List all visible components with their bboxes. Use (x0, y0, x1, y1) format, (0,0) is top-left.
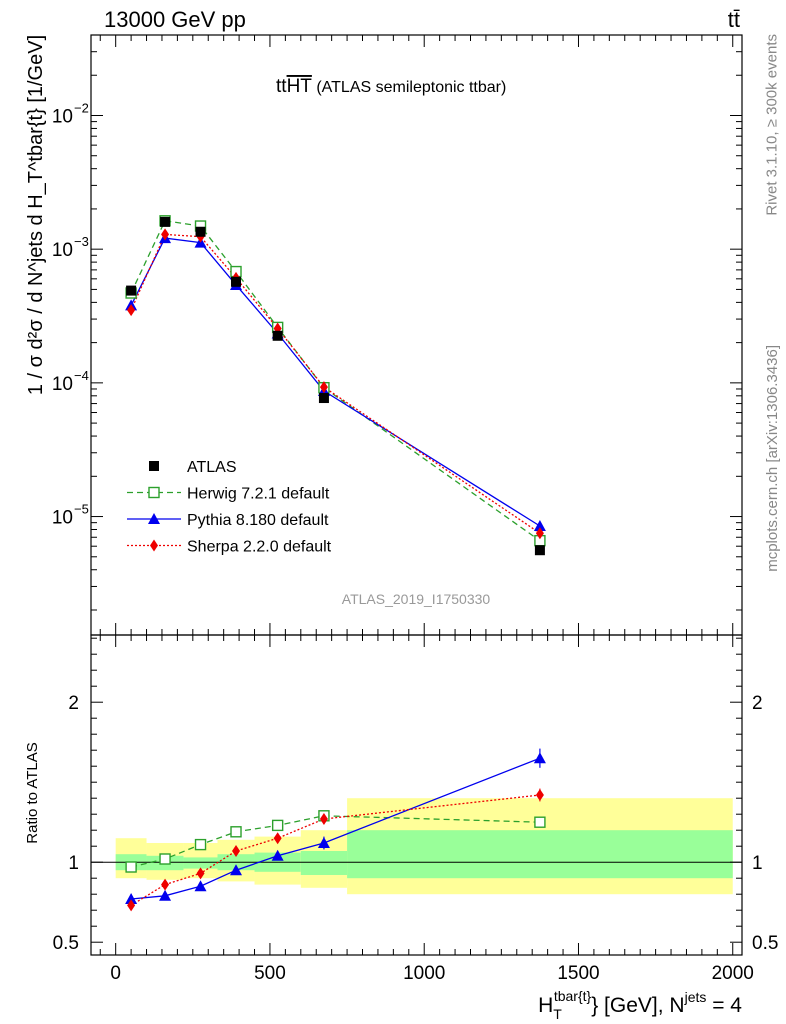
main-y-tick-exponent: −2 (74, 100, 89, 115)
ratio-point-pythia (125, 893, 138, 904)
main-y-tick-exponent: −3 (74, 234, 89, 249)
ratio-point-herwig (271, 819, 284, 832)
ratio-point-pythia (230, 864, 243, 876)
main-y-tick-label: 10 (52, 240, 73, 261)
main-point-atlas (195, 226, 206, 237)
ratio-plot-frame (90, 634, 743, 956)
ratio-point-sherpa (319, 813, 328, 825)
ratio-point-sherpa (127, 899, 136, 912)
x-tick-label: 500 (254, 963, 286, 984)
ratio-point-pythia (533, 752, 546, 764)
analysis-id: ATLAS_2019_I1750330 (342, 591, 491, 607)
legend-label-sherpa: Sherpa 2.2.0 default (187, 539, 332, 556)
rivet-label: Rivet 3.1.10, ≥ 300k events (764, 34, 781, 216)
main-point-atlas (318, 393, 329, 404)
ratio-point-sherpa (196, 867, 205, 880)
ratio-band-inner (347, 830, 733, 879)
legend-marker-pythia (148, 513, 160, 524)
ratio-point-sherpa (535, 789, 544, 801)
main-point-sherpa (161, 228, 170, 241)
ratio-band-inner (183, 857, 218, 869)
ratio-y-tick-label-left: 2 (68, 693, 79, 714)
legend-label-herwig: Herwig 7.2.1 default (187, 486, 330, 503)
ratio-point-pythia (194, 880, 207, 892)
x-tick-label: 1000 (403, 963, 445, 984)
ratio-point-herwig (159, 853, 171, 865)
main-point-atlas (272, 330, 283, 341)
ratio-point-sherpa (232, 845, 241, 857)
ratio-y-axis-label: Ratio to ATLAS (24, 742, 41, 843)
main-y-tick-exponent: −4 (74, 368, 89, 383)
main-y-tick-label: 10 (52, 508, 73, 529)
ratio-point-pythia (317, 837, 330, 848)
main-point-atlas (534, 545, 545, 556)
x-tick-label: 2000 (712, 963, 754, 984)
x-tick-label: 0 (110, 963, 121, 984)
main-point-atlas (160, 216, 171, 227)
plot-title-suffix: (ATLAS semileptonic ttbar) (312, 79, 506, 96)
main-y-tick-label: 10 (52, 106, 73, 127)
main-y-axis-label: 1 / σ d²σ / d N^jets d H_T^tbar{t} [1/Ge… (25, 35, 47, 395)
x-axis-label: HTtbar{t}} [GeV], Njets = 4 (538, 988, 742, 1022)
process-label: tt̄ (728, 7, 740, 32)
ratio-point-herwig (194, 838, 207, 851)
main-point-sherpa (127, 304, 136, 317)
legend-marker-herwig (148, 486, 160, 499)
main-point-sherpa (535, 527, 544, 540)
main-point-sherpa (319, 381, 328, 394)
ratio-point-herwig (534, 816, 546, 828)
ratio-y-tick-label-right: 2 (752, 693, 763, 714)
plot-title-overline: HT (287, 76, 313, 97)
legend-label-atlas: ATLAS (187, 459, 237, 476)
mcplots-label: mcplots.cern.ch [arXiv:1306.3436] (764, 345, 781, 572)
main-y-tick-exponent: −5 (74, 502, 89, 517)
ratio-band-inner (300, 851, 348, 875)
main-point-pythia (533, 519, 546, 531)
ratio-point-pythia (271, 849, 284, 861)
ratio-point-herwig (230, 826, 242, 838)
legend-marker-sherpa (150, 539, 158, 552)
legend-marker-atlas (149, 461, 159, 471)
ratio-point-sherpa (273, 832, 282, 845)
legend-label-pythia: Pythia 8.180 default (187, 512, 329, 529)
main-line-pythia (130, 237, 541, 527)
ratio-point-pythia (159, 889, 172, 901)
energy-label: 13000 GeV pp (104, 7, 246, 32)
ratio-y-tick-label-right: 1 (752, 853, 763, 874)
legend: ATLAS Herwig 7.2.1 default Pythia 8.180 de… (127, 459, 332, 556)
main-point-atlas (231, 276, 242, 287)
main-y-tick-label: 10 (52, 374, 73, 395)
plot-title-main: tt (276, 76, 287, 97)
ratio-y-tick-label-left: 0.5 (53, 933, 79, 954)
x-tick-label: 1500 (557, 963, 599, 984)
ratio-point-sherpa (161, 878, 170, 891)
plot-title: ttHT (ATLAS semileptonic ttbar) (276, 76, 506, 97)
ratio-y-tick-label-left: 1 (68, 853, 79, 874)
main-point-atlas (126, 285, 137, 296)
ratio-y-tick-label-right: 0.5 (752, 933, 778, 954)
ratio-point-herwig (125, 861, 137, 873)
